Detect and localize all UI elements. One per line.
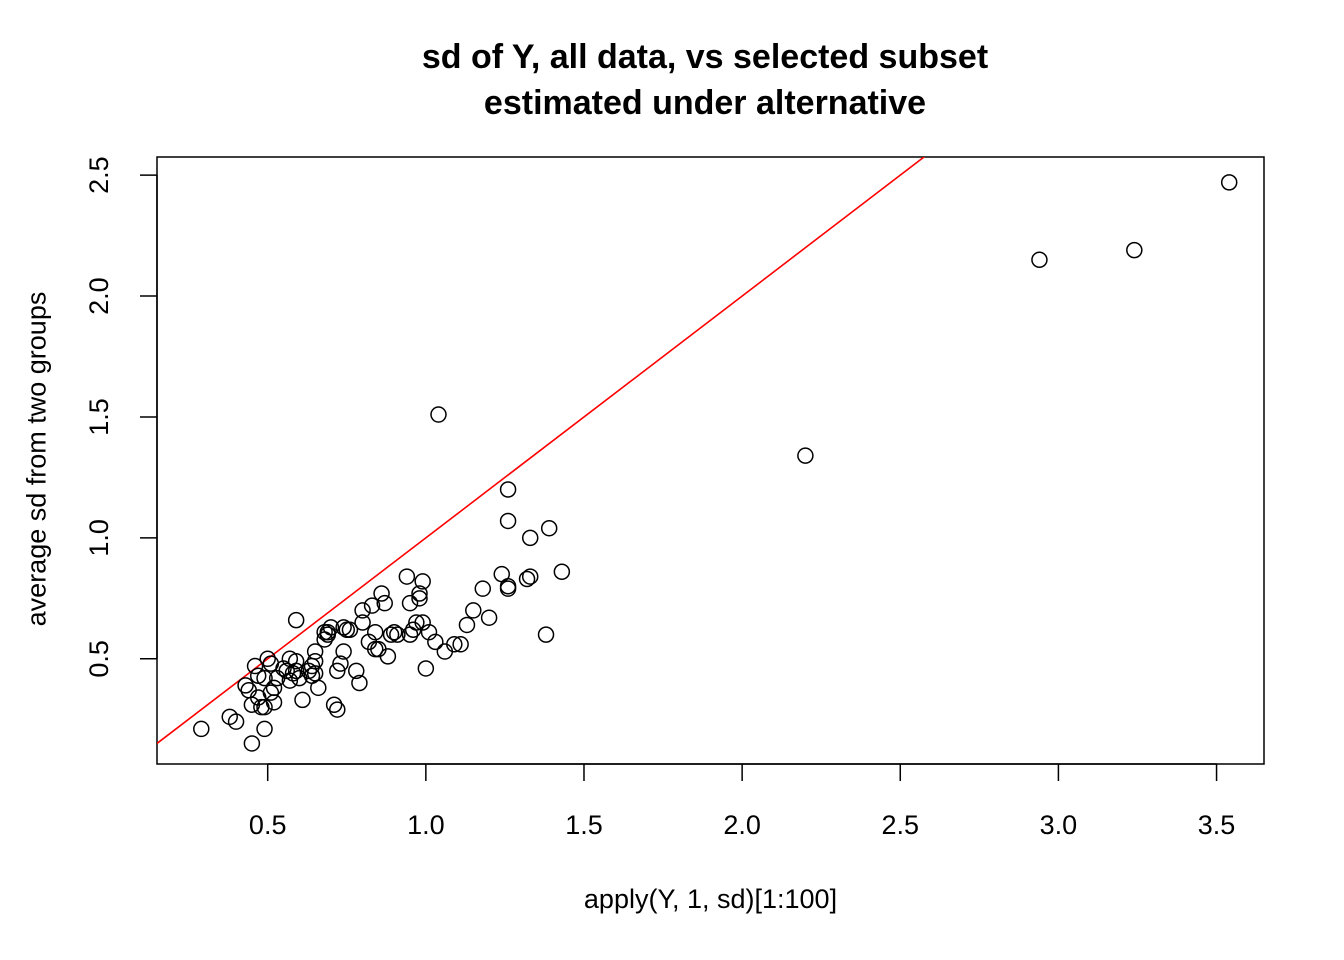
data-point [287,662,305,680]
data-point [256,698,273,716]
data-point [430,406,447,423]
data-point [797,447,814,464]
data-point [414,573,431,590]
reference-line-group [157,157,926,745]
y-tick-label: 1.0 [84,519,114,557]
chart-title-line-1: sd of Y, all data, vs selected subset [421,38,989,76]
data-point [329,701,346,718]
reference-line [157,157,926,745]
data-point [373,585,390,602]
data-point [1031,251,1048,269]
data-point [389,626,406,643]
y-tick-label: 0.5 [84,640,114,678]
data-point [287,652,305,670]
data-point [414,614,431,631]
data-point [411,590,428,607]
data-point [398,568,416,585]
data-point [417,660,435,677]
data-point [329,662,346,680]
data-point [499,512,517,530]
data-point [306,652,324,670]
data-point [319,626,337,643]
y-axis: 0.5 1.0 1.5 2.0 2.5 [84,156,158,678]
data-point [366,623,384,641]
x-axis-label: apply(Y, 1, sd)[1:100] [583,884,838,914]
x-axis: 0.5 1.0 1.5 2.0 2.5 3.0 3.5 [249,763,1236,840]
data-point [256,720,273,738]
data-point [436,643,454,660]
points-group [193,174,1238,752]
data-point [521,529,539,547]
data-point [227,713,245,730]
data-point [240,681,257,699]
data-point [259,650,276,668]
data-point [193,720,210,738]
data-point [351,674,368,692]
data-point [354,602,371,619]
data-point [401,594,419,612]
data-point [363,597,381,614]
chart-title-line-2: estimated under alternative [483,84,927,122]
data-point [446,636,463,653]
data-point [354,614,371,631]
data-point [411,585,428,602]
data-point [518,570,536,588]
x-tick-label: 3.5 [1198,810,1236,840]
data-point [249,667,267,684]
data-point [310,679,327,697]
data-point [385,623,403,641]
x-tick-label: 1.5 [565,810,603,840]
data-point [465,602,482,619]
data-point [348,662,365,680]
data-point [452,636,469,653]
data-point [408,614,425,631]
data-point [420,623,438,641]
data-point [521,568,539,585]
data-point [338,621,356,639]
data-point [265,694,283,711]
data-point [458,616,476,634]
x-tick-label: 2.0 [723,810,761,840]
y-axis-label: average sd from two groups [21,291,52,627]
y-tick-label: 2.0 [84,277,114,315]
data-point [265,679,283,697]
data-point [474,580,492,597]
data-point [322,619,340,636]
data-point [287,611,305,629]
data-point [379,648,397,665]
data-point [335,643,352,660]
x-tick-label: 3.0 [1040,810,1078,840]
data-point [281,672,299,689]
data-point [306,643,324,660]
data-point [341,621,359,639]
y-tick-label: 1.5 [84,398,114,436]
x-tick-label: 2.5 [881,810,919,840]
data-point [325,696,343,714]
data-point [553,563,571,580]
data-point [294,691,311,709]
data-point [1220,174,1238,191]
data-point [243,735,261,752]
y-tick-label: 2.5 [84,156,114,194]
data-point [499,481,517,498]
data-point [540,519,558,537]
x-tick-label: 1.0 [407,810,445,840]
data-point [237,677,254,694]
data-point [370,640,387,658]
data-point [262,684,280,701]
data-point [332,655,349,672]
x-tick-label: 0.5 [249,810,287,840]
data-point [427,633,444,651]
data-point [376,594,393,612]
data-point [537,626,555,643]
data-point [480,609,498,626]
data-point [1126,241,1143,259]
data-point [382,626,400,643]
data-point [246,657,264,675]
data-point [499,580,517,597]
